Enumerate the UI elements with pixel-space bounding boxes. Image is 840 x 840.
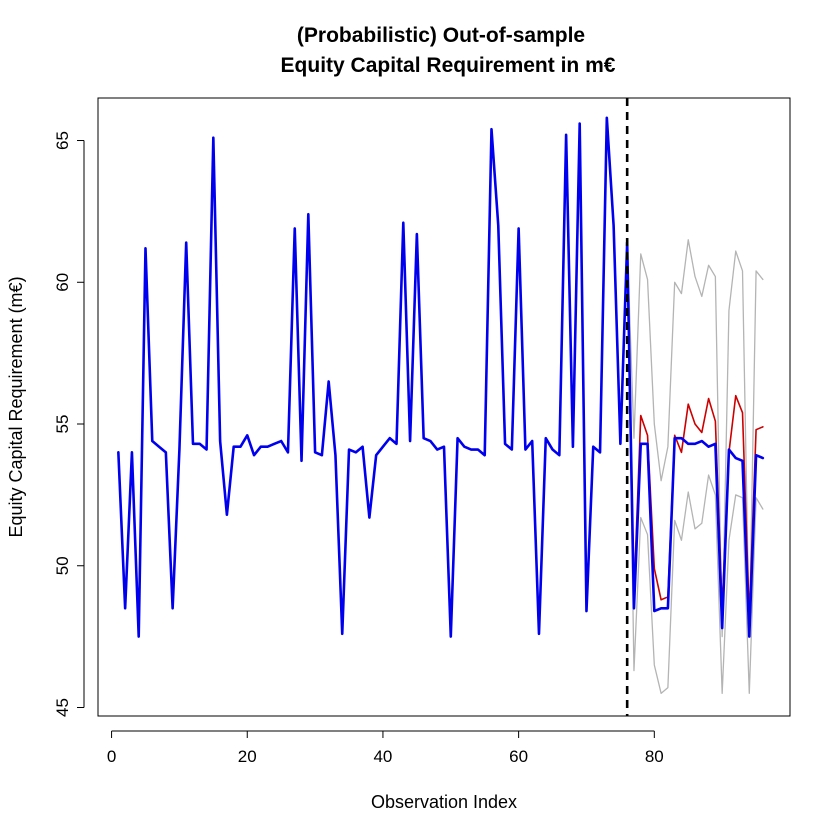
- x-tick-label: 80: [645, 747, 664, 766]
- y-tick-label: 60: [53, 273, 72, 292]
- plot-frame: [97, 97, 791, 717]
- series-line-observed: [117, 116, 629, 638]
- x-tick-label: 40: [373, 747, 392, 766]
- y-tick-label: 65: [53, 131, 72, 150]
- x-tick-label: 0: [107, 747, 116, 766]
- x-axis-label: Observation Index: [371, 792, 517, 812]
- x-tick-label: 60: [509, 747, 528, 766]
- y-tick-label: 50: [53, 556, 72, 575]
- y-axis-label: Equity Capital Requirement (m€): [6, 276, 26, 537]
- chart-title-line2: Equity Capital Requirement in m€: [281, 54, 616, 77]
- x-tick-label: 20: [238, 747, 257, 766]
- series-line-forecast-upper: [626, 239, 764, 638]
- series-line-forecast-lower: [626, 241, 764, 694]
- chart-title-line1: (Probabilistic) Out-of-sample: [297, 24, 585, 47]
- y-axis: 45 50 55 60 65: [53, 131, 85, 717]
- y-tick-label: 55: [53, 415, 72, 434]
- series-line-out-of-sample-actual: [625, 241, 765, 638]
- y-tick-label: 45: [53, 698, 72, 717]
- x-axis: 0 20 40 60 80: [107, 730, 664, 766]
- series-layer: [117, 116, 765, 694]
